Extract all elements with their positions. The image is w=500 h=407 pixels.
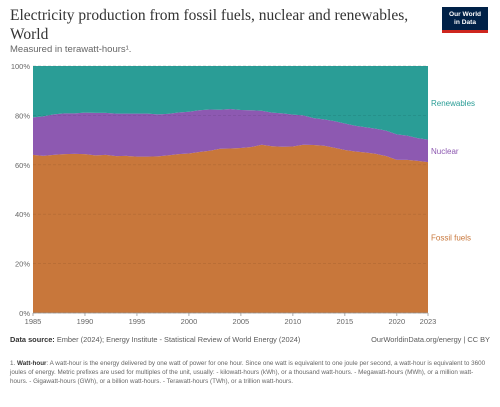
- y-tick-label: 40%: [15, 210, 30, 219]
- x-tick-label: 2015: [336, 317, 353, 326]
- x-tick-label: 2010: [285, 317, 302, 326]
- data-source-text: Ember (2024); Energy Institute - Statist…: [56, 335, 301, 344]
- x-axis-ticks: 1985 1990 1995 2000 2005 2010 2015 2020 2023: [25, 312, 437, 326]
- x-tick-label: 1985: [25, 317, 42, 326]
- footnote-text: : A watt-hour is the energy delivered by…: [10, 360, 486, 385]
- area-fossil-fuels[interactable]: [33, 144, 428, 313]
- x-tick-label: 1995: [129, 317, 146, 326]
- series-labels: Fossil fuels Nuclear Renewables: [431, 99, 475, 243]
- owid-logo-text: Our World in Data: [448, 11, 482, 26]
- chart-title: Electricity production from fossil fuels…: [10, 7, 409, 43]
- series-areas: [33, 66, 428, 313]
- footnote: 1. Watt-hour: A watt-hour is the energy …: [10, 359, 488, 386]
- y-tick-label: 80%: [15, 111, 30, 120]
- y-tick-label: 20%: [15, 260, 30, 269]
- data-source: Data source: Ember (2024); Energy Instit…: [10, 335, 300, 344]
- x-tick-label: 1990: [77, 317, 94, 326]
- footnote-term: Watt-hour: [17, 360, 47, 367]
- chart-subtitle: Measured in terawatt-hours¹.: [10, 44, 132, 55]
- y-tick-label: 0%: [19, 309, 30, 318]
- owid-logo[interactable]: Our World in Data: [442, 7, 488, 33]
- y-tick-label: 100%: [11, 62, 31, 71]
- y-axis-ticks: 0% 20% 40% 60% 80% 100%: [11, 62, 31, 318]
- source-url-link[interactable]: OurWorldinData.org/energy | CC BY: [371, 335, 490, 344]
- series-label-fossil-fuels[interactable]: Fossil fuels: [431, 234, 471, 243]
- x-tick-label: 2005: [233, 317, 250, 326]
- x-tick-label: 2023: [420, 317, 437, 326]
- x-tick-label: 2020: [388, 317, 405, 326]
- x-tick-label: 2000: [181, 317, 198, 326]
- area-renewables[interactable]: [33, 66, 428, 140]
- area-nuclear[interactable]: [33, 108, 428, 163]
- series-label-renewables[interactable]: Renewables: [431, 99, 475, 108]
- series-label-nuclear[interactable]: Nuclear: [431, 147, 459, 156]
- grid-overlay: [33, 65, 428, 314]
- y-tick-label: 60%: [15, 161, 30, 170]
- footnote-number: 1.: [10, 360, 16, 367]
- area-chart: 0% 20% 40% 60% 80% 100% 1985 1990 1995 2000 2005 2…: [11, 62, 475, 326]
- data-source-label: Data source:: [10, 335, 55, 344]
